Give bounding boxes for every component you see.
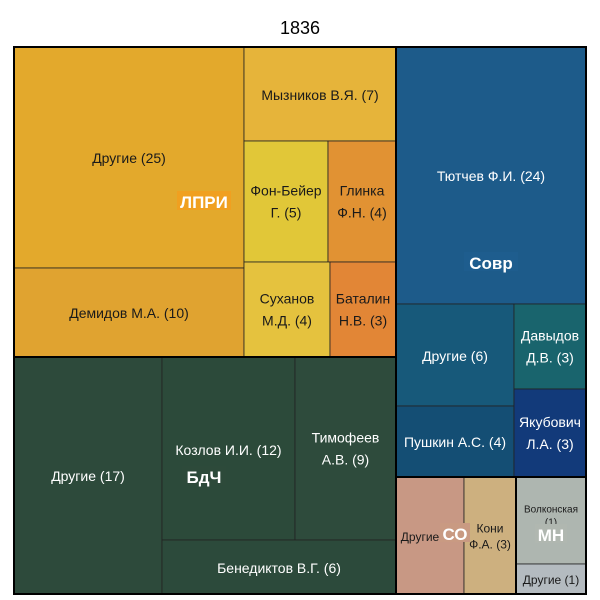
group-label-background [440, 523, 470, 542]
treemap-cell-label: Другие (25) [92, 150, 166, 166]
treemap-cell-label: Давыдов Д.В. (3) [521, 328, 579, 366]
treemap-group-border [515, 476, 587, 595]
treemap-cell [243, 140, 329, 263]
treemap-cell [513, 388, 587, 478]
treemap-cell-label: Якубович Л.А. (3) [519, 414, 581, 452]
treemap-cell [327, 140, 397, 263]
treemap-cell-label: Тимофеев А.В. (9) [312, 430, 380, 468]
treemap-group-borders [13, 46, 587, 595]
group-label-background [182, 466, 226, 485]
treemap-cell [515, 563, 587, 595]
treemap-cell-label: Фон-Бейер Г. (5) [250, 183, 321, 221]
treemap-cell [13, 46, 245, 269]
treemap-cell-label: Суханов М.Д. (4) [260, 291, 315, 329]
treemap-cell [513, 303, 587, 390]
group-label-background [464, 252, 518, 271]
treemap-cell-label: Тютчев Ф.И. (24) [437, 168, 545, 184]
group-label-background [535, 524, 567, 543]
treemap-cell [161, 356, 296, 541]
treemap-cell [329, 261, 397, 358]
treemap-group-label: МН [538, 526, 564, 545]
treemap-cells: Другие (25) Демидов М.А. (10) Мызников В.Я… [13, 46, 587, 595]
treemap-cell-label: Демидов М.А. (10) [69, 305, 189, 321]
treemap-cell-label: Другие (1) [523, 573, 579, 587]
treemap-cell [515, 476, 587, 565]
treemap-cell-label: Бенедиктов В.Г. (6) [217, 560, 341, 576]
treemap-group-label: БдЧ [187, 468, 222, 487]
treemap-cell-label: Глинка Ф.Н. (4) [337, 183, 387, 221]
treemap-group-labels: ЛПРИ Совр БдЧ СО МН [177, 191, 567, 545]
treemap-cell [161, 539, 397, 595]
treemap-cell [463, 476, 517, 595]
treemap-cell [294, 356, 397, 541]
treemap-cell [13, 267, 245, 358]
treemap-group-label: Совр [469, 254, 513, 273]
treemap-cell-label: Козлов И.И. (12) [175, 442, 281, 458]
treemap-cell [243, 261, 331, 358]
treemap-group-label: ЛПРИ [180, 193, 228, 212]
chart-title: 1836 [280, 18, 320, 38]
treemap-group-label: СО [442, 525, 467, 544]
treemap-cell-label: Пушкин А.С. (4) [404, 434, 506, 450]
group-label-background [177, 191, 231, 210]
treemap-cell [395, 303, 515, 407]
treemap-cell [13, 356, 163, 595]
treemap-cell-label: Мызников В.Я. (7) [261, 87, 378, 103]
treemap-cell-label: Баталин Н.В. (3) [336, 291, 390, 329]
treemap-cell-label: Волконская (1) [524, 505, 578, 529]
treemap-cell-label: Кони Ф.А. (3) [469, 522, 511, 552]
treemap-cell-label: Другие (17) [51, 468, 125, 484]
treemap-cell-label: Другие [401, 530, 440, 544]
treemap-cell [395, 405, 515, 478]
treemap-group-border [13, 356, 397, 595]
treemap-cell-label: Другие (6) [422, 348, 488, 364]
